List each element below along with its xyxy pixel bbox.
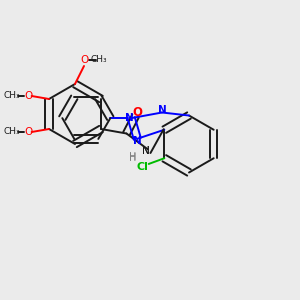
Text: N: N [124,112,133,122]
Text: O: O [80,55,88,65]
Text: O: O [24,91,32,101]
Text: CH₃: CH₃ [3,128,20,136]
Text: CH₃: CH₃ [3,92,20,100]
Text: O: O [24,127,32,137]
Text: N: N [142,146,149,156]
Text: H: H [129,153,136,163]
Text: Cl: Cl [137,162,149,172]
Text: H: H [129,152,137,163]
Text: N: N [142,146,149,156]
Text: N: N [133,136,142,146]
Text: CH₃: CH₃ [91,56,107,64]
Text: N: N [158,105,167,115]
Text: O: O [132,106,142,119]
